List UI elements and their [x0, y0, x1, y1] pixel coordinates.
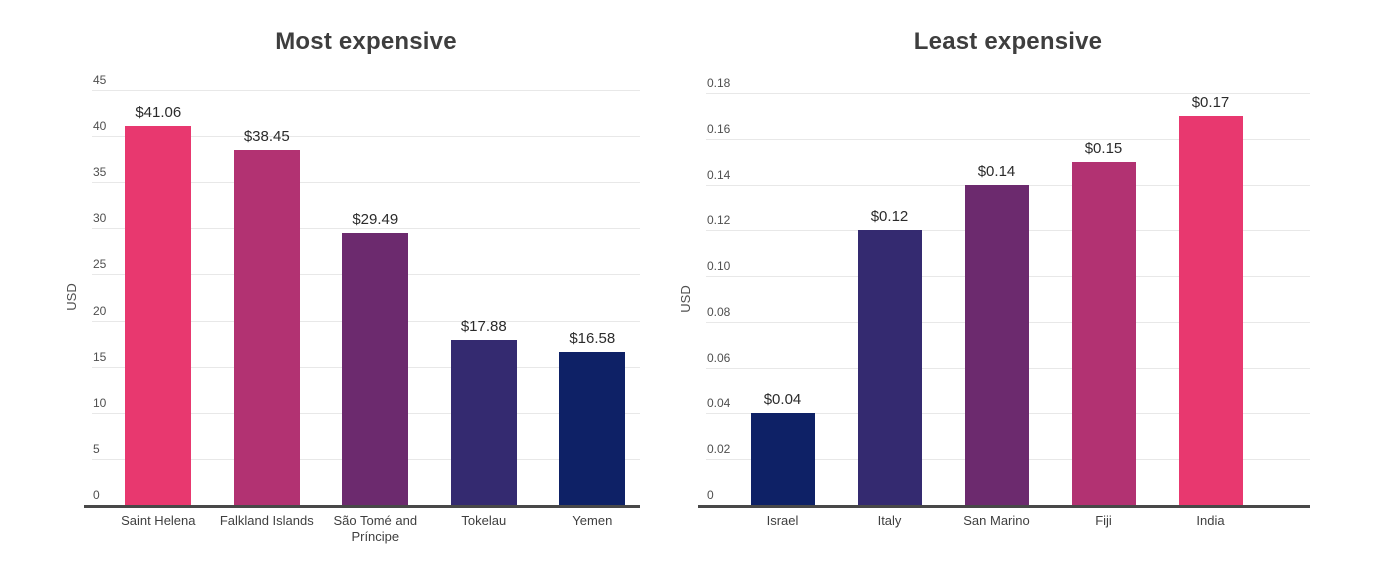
y-tick-label: 30 — [93, 211, 107, 226]
gridline — [92, 182, 640, 184]
gridline — [706, 93, 1310, 94]
x-axis-line — [698, 505, 1310, 508]
x-category-label: Fiji — [1095, 513, 1112, 528]
chart-title-least-expensive: Least expensive — [913, 28, 1103, 55]
x-category-label: Yemen — [572, 513, 613, 528]
bar-value-label: $38.45 — [243, 128, 290, 146]
bar-value-label: $29.49 — [352, 211, 399, 228]
x-category-label: Saint Helena — [121, 513, 196, 528]
bar-value-label: $0.04 — [763, 391, 802, 409]
y-tick-label: 0.08 — [707, 304, 731, 319]
bar-s-o-tom-and-pr-ncipe — [342, 233, 409, 505]
bar-value-label: $16.58 — [569, 330, 616, 348]
y-tick-label: 0.06 — [707, 350, 731, 365]
y-tick-label: 0.04 — [707, 396, 731, 411]
y-tick-label: 10 — [93, 395, 107, 410]
y-tick-label: 25 — [93, 257, 107, 272]
y-tick-label: 0 — [93, 488, 100, 502]
bar-india — [1178, 115, 1243, 505]
bar-falkland-islands — [233, 150, 300, 505]
bar-value-label: $0.14 — [977, 162, 1016, 180]
bar-san-marino — [964, 184, 1029, 505]
y-axis-label-left: USD — [64, 283, 79, 311]
gridline — [92, 136, 640, 138]
x-category-label: Tokelau — [461, 513, 507, 528]
x-category-label: Italy — [877, 513, 902, 528]
bar-israel — [750, 413, 815, 505]
y-tick-label: 0.14 — [707, 167, 731, 182]
bar-value-label: $41.06 — [135, 104, 182, 122]
y-tick-label: 0 — [707, 488, 714, 502]
y-axis-label-right: USD — [678, 285, 693, 313]
y-tick-label: 0.16 — [707, 121, 731, 136]
y-tick-label: 5 — [93, 441, 100, 456]
y-tick-label: 15 — [93, 349, 107, 364]
bar-saint-helena — [125, 126, 192, 505]
bar-fiji — [1071, 161, 1136, 505]
gridline — [92, 90, 640, 91]
y-tick-label: 0.12 — [707, 213, 731, 228]
chart-title-most-expensive: Most expensive — [275, 28, 457, 55]
x-category-label: San Marino — [963, 513, 1030, 528]
bar-value-label: $0.12 — [870, 208, 909, 226]
x-category-label: India — [1196, 513, 1225, 528]
bar-yemen — [559, 352, 626, 505]
x-category-label: São Tomé and Príncipe — [333, 513, 418, 545]
y-tick-label: 0.10 — [707, 259, 731, 274]
x-category-label: Israel — [766, 513, 799, 528]
y-tick-label: 40 — [93, 119, 107, 134]
bar-value-label: $17.88 — [460, 318, 507, 336]
gridline — [706, 138, 1310, 140]
y-tick-label: 20 — [93, 303, 107, 318]
y-tick-label: 0.18 — [707, 76, 731, 90]
y-tick-label: 35 — [93, 165, 107, 180]
y-tick-label: 0.02 — [707, 442, 731, 457]
x-axis-line — [84, 505, 640, 508]
y-tick-label: 45 — [93, 73, 107, 87]
bar-italy — [857, 230, 922, 505]
bar-value-label: $0.15 — [1084, 139, 1123, 157]
gridline — [92, 228, 640, 230]
bar-tokelau — [450, 340, 517, 505]
bar-value-label: $0.17 — [1191, 93, 1230, 111]
x-category-label: Falkland Islands — [219, 513, 314, 528]
